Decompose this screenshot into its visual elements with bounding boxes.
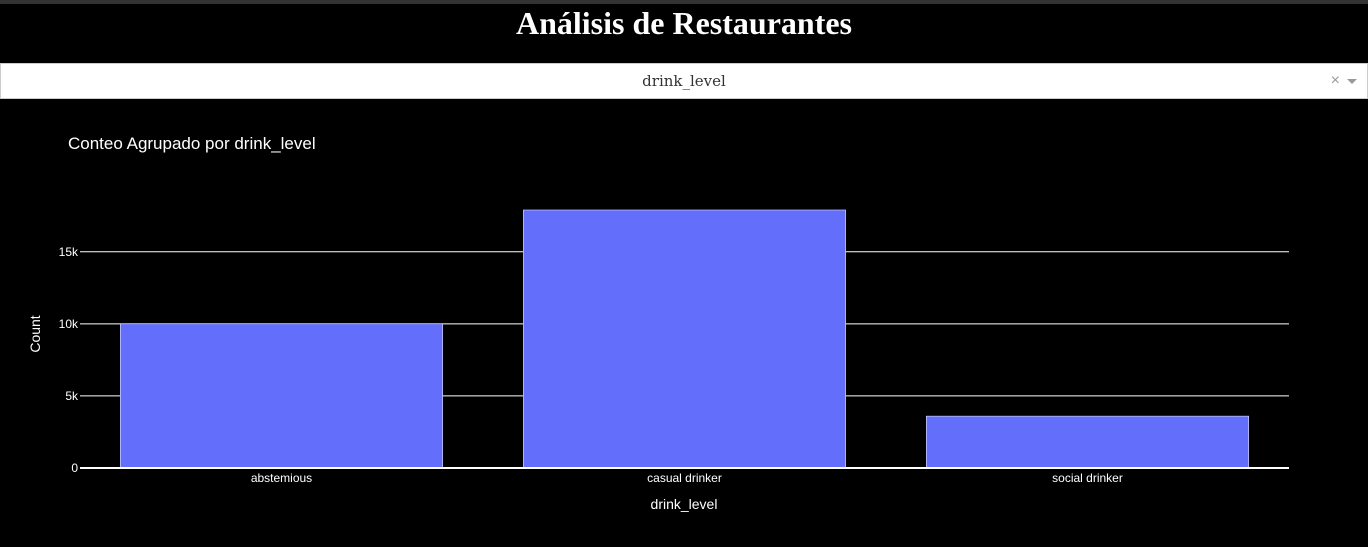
y-tick-label: 10k (59, 317, 79, 331)
chevron-down-icon[interactable] (1347, 79, 1357, 84)
bars (120, 209, 1249, 469)
chart-title: Conteo Agrupado por drink_level (68, 134, 316, 153)
top-strip (0, 0, 1368, 4)
page-title: Análisis de Restaurantes (515, 5, 852, 41)
y-tick-label: 5k (65, 389, 79, 403)
clear-icon[interactable]: × (1330, 72, 1340, 89)
dropdown-selected-value: drink_level (642, 72, 726, 90)
y-tick-labels: 0 5k 10k 15k (59, 245, 79, 475)
y-tick-label: 0 (71, 461, 78, 475)
chart-container: Conteo Agrupado por drink_level 0 5k 10k 15… (0, 99, 1368, 542)
column-dropdown[interactable]: drink_level × (0, 63, 1368, 99)
x-tick-labels: abstemious casual drinker social drinker (251, 471, 1123, 485)
x-tick-label: social drinker (1052, 471, 1123, 485)
bar-casual-drinker[interactable] (523, 209, 846, 469)
x-axis-title: drink_level (651, 496, 718, 512)
x-tick-label: abstemious (251, 471, 312, 485)
bar-chart: Conteo Agrupado por drink_level 0 5k 10k 15… (27, 134, 1289, 512)
bar-abstemious[interactable] (120, 323, 443, 469)
bar-social-drinker[interactable] (926, 415, 1249, 469)
x-tick-label: casual drinker (647, 471, 722, 485)
y-tick-label: 15k (59, 245, 79, 259)
y-axis-title: Count (27, 315, 43, 352)
